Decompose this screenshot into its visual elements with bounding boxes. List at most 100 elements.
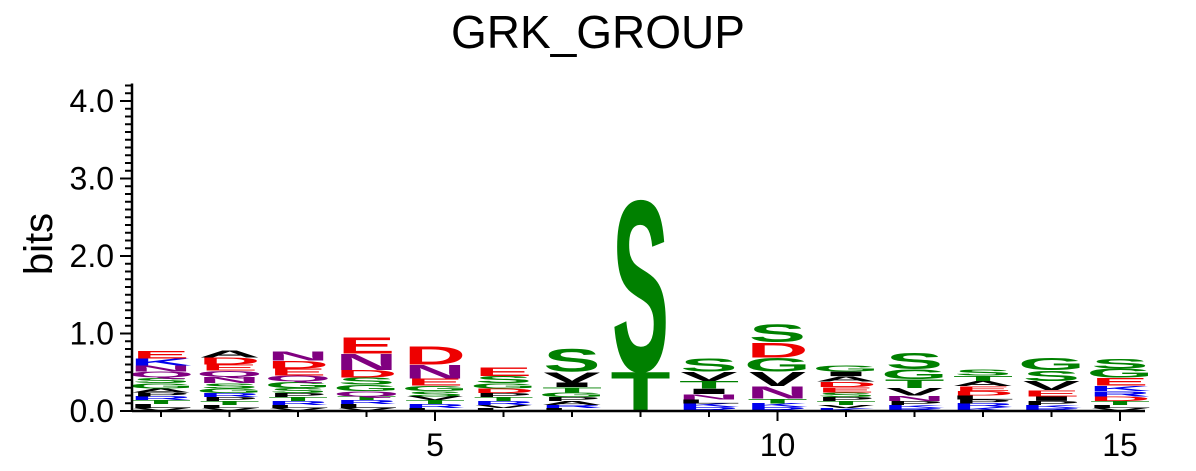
logo-letter-I: I xyxy=(1022,395,1082,402)
axes: 0.0 1.0 2.0 3.0 4.0 5 10 15 xyxy=(70,83,1145,463)
y-tick-label: 4.0 xyxy=(70,83,114,119)
logo-letter-A: A xyxy=(130,388,192,394)
logo-letter-E: E xyxy=(132,349,189,361)
logo-letter-N: N xyxy=(267,349,329,363)
logo-letter-A: A xyxy=(952,379,1014,387)
logo-letter-N: N xyxy=(404,361,466,383)
logo-letter-T: T xyxy=(816,400,876,406)
logo-letter-K: K xyxy=(130,356,192,367)
logo-letter-T: T xyxy=(1090,400,1150,406)
logo-letter-L: L xyxy=(471,407,536,412)
logo-letter-R: R xyxy=(952,402,1014,408)
logo-letter-V: V xyxy=(680,369,737,383)
logo-letter-L: L xyxy=(539,407,604,412)
logo-letter-E: E xyxy=(475,365,532,378)
logo-letter-T: T xyxy=(336,395,396,401)
y-tick-label: 3.0 xyxy=(70,161,114,197)
logo-letter-P: P xyxy=(817,396,874,402)
logo-letter-L: L xyxy=(128,403,193,409)
logo-letter-T: T xyxy=(679,379,739,391)
logo-letter-V: V xyxy=(475,404,533,409)
logo-letter-D: D xyxy=(267,359,329,371)
logo-letter-R: R xyxy=(884,407,946,412)
logo-letter-R: R xyxy=(130,395,192,401)
logo-letter-T: T xyxy=(268,396,328,402)
logo-letter-R: R xyxy=(199,392,261,398)
logo-letter-D: D xyxy=(473,387,535,394)
logo-letter-K: K xyxy=(815,407,877,412)
logo-letter-D: D xyxy=(1089,395,1151,402)
logo-letter-G: G xyxy=(470,382,537,390)
logo-letter-L: L xyxy=(1087,404,1152,409)
logo-letter-R: R xyxy=(1089,389,1151,397)
logo-letter-G: G xyxy=(128,382,195,390)
logo-letter-V: V xyxy=(1023,378,1080,392)
logo-letter-D: D xyxy=(815,380,877,388)
logo-letter-R: R xyxy=(747,406,809,412)
y-tick-label: 0.0 xyxy=(70,393,114,429)
logo-letter-R: R xyxy=(473,400,535,406)
logo-letter-Q: Q xyxy=(196,369,263,379)
logo-letter-L: L xyxy=(950,395,1015,401)
logo-letter-V: V xyxy=(749,368,807,391)
logo-letter-D: D xyxy=(747,338,809,362)
logo-letter-S: S xyxy=(817,391,874,398)
logo-letter-S: S xyxy=(954,368,1011,378)
logo-letter-S: S xyxy=(749,320,806,348)
logo-letter-T: T xyxy=(405,399,465,405)
logo-letter-P: P xyxy=(1023,400,1080,406)
logo-letter-R: R xyxy=(336,399,398,405)
logo-letter-V: V xyxy=(543,369,600,386)
logo-letter-S: S xyxy=(680,355,737,375)
logo-letter-E: E xyxy=(954,385,1011,392)
logo-letter-P: P xyxy=(954,398,1011,404)
logo-letter-T: T xyxy=(747,397,807,404)
logo-letter-E: E xyxy=(269,367,326,378)
logo-letter-I: I xyxy=(679,387,739,395)
logo-letter-K: K xyxy=(952,406,1014,412)
logo-letter-V: V xyxy=(406,395,464,401)
chart-title: GRK_GROUP xyxy=(451,6,745,58)
logo-letter-S: S xyxy=(886,349,943,374)
y-tick-label: 2.0 xyxy=(70,238,114,274)
logo-letter-P: P xyxy=(886,400,943,406)
logo-letter-P: P xyxy=(269,392,326,398)
logo-letter-E: E xyxy=(201,363,258,373)
logo-letter-A: A xyxy=(541,400,603,406)
logo-letter-R: R xyxy=(541,404,603,409)
logo-letter-N: N xyxy=(199,375,261,385)
logo-letter-G: G xyxy=(813,364,880,374)
logo-letter-G: G xyxy=(196,387,263,394)
logo-letter-L: L xyxy=(402,407,467,412)
logo-letter-E: E xyxy=(406,377,463,388)
logo-letter-D: D xyxy=(199,356,261,367)
logo-letter-T: T xyxy=(199,400,259,406)
logo-letter-I: I xyxy=(542,381,602,388)
logo-letter-I: I xyxy=(816,370,876,377)
logo-letter-T: T xyxy=(884,377,944,390)
logo-letter-S: S xyxy=(1023,367,1080,384)
y-axis-label: bits xyxy=(17,213,61,275)
logo-letter-E: E xyxy=(1091,376,1148,388)
logo-letter-V: V xyxy=(817,404,875,409)
logo-letter-P: P xyxy=(543,396,600,402)
logo-letter-T: T xyxy=(953,374,1013,382)
logo-letter-L: L xyxy=(265,404,330,409)
logo-letter-G: G xyxy=(744,354,811,376)
logo-letter-G: G xyxy=(881,367,948,383)
logo-letter-G: G xyxy=(333,383,400,393)
letter-stacks: VLTRPAGSQNKEVLTPRGSNQEDAVLRTPSGQEDNVLRTQ… xyxy=(128,149,1154,423)
logo-letter-L: L xyxy=(676,398,741,404)
logo-letter-Q: Q xyxy=(333,389,400,397)
logo-letter-S: S xyxy=(406,389,463,397)
logo-letter-S: S xyxy=(612,149,669,423)
logo-letter-V: V xyxy=(201,407,259,412)
logo-letter-P: P xyxy=(201,396,258,402)
logo-letter-L: L xyxy=(334,403,399,409)
logo-letter-V: V xyxy=(269,407,327,412)
logo-letter-R: R xyxy=(404,403,466,409)
logo-letter-D: D xyxy=(404,342,466,371)
logo-letter-Q: Q xyxy=(265,374,332,384)
logo-letter-V: V xyxy=(132,407,190,412)
logo-letter-R: R xyxy=(678,406,740,412)
